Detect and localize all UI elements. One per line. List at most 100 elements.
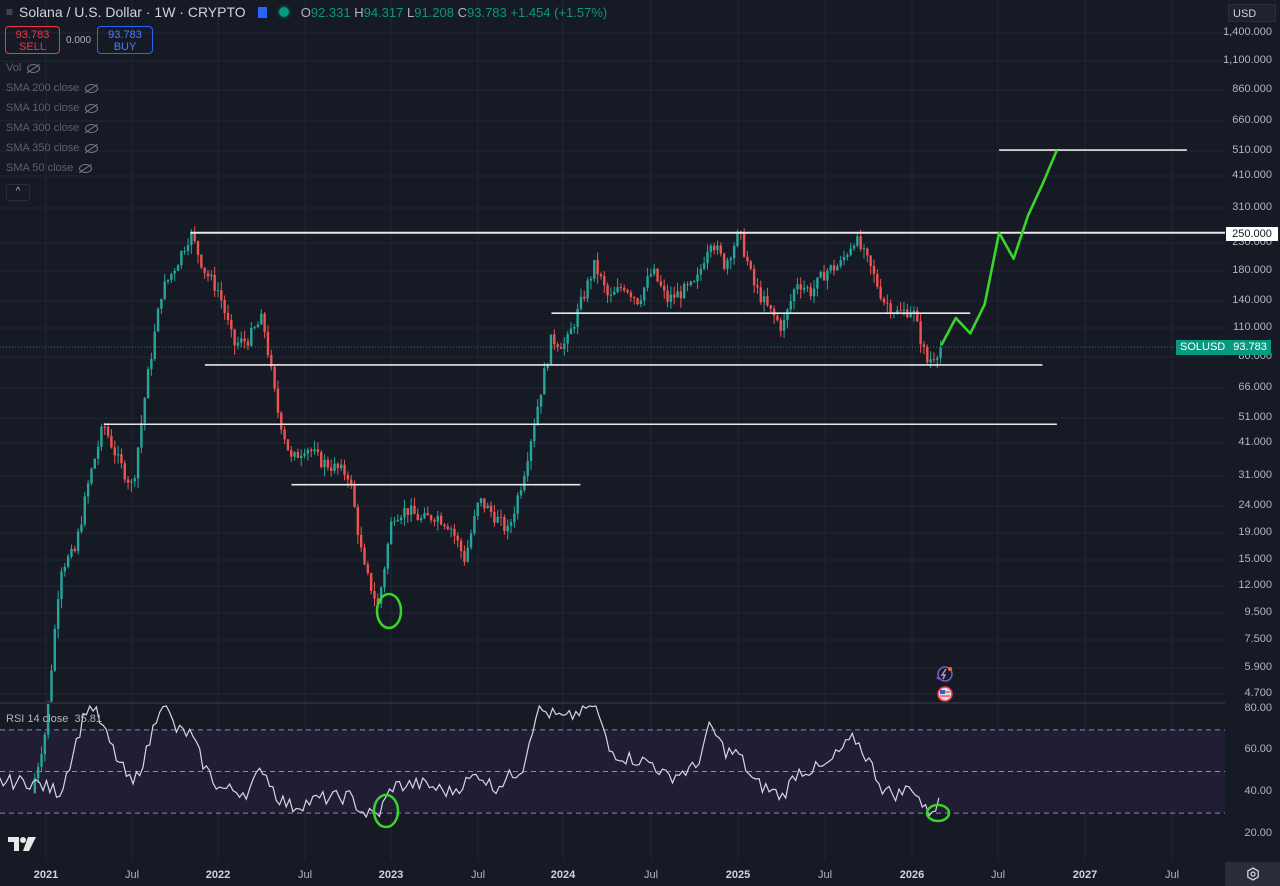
eye-hidden-icon[interactable]	[85, 143, 99, 153]
flag-icon[interactable]	[257, 6, 267, 18]
eye-hidden-icon[interactable]	[85, 103, 99, 113]
indicator-label: SMA 50 close	[6, 162, 74, 174]
market-status-icon[interactable]	[276, 5, 291, 19]
price-tick-label: 180.000	[1232, 264, 1272, 276]
price-tick-label: 310.000	[1232, 201, 1272, 213]
price-tick-label: 12.000	[1238, 579, 1272, 591]
price-tick-label: 860.000	[1232, 83, 1272, 95]
horizontal-level-lines[interactable]	[103, 149, 1225, 486]
time-tick-label: 2023	[378, 869, 404, 881]
price-axis-bg	[1225, 0, 1280, 886]
symbol-tag: SOLUSD	[1180, 341, 1226, 353]
tradingview-logo[interactable]	[8, 836, 36, 857]
rsi-line	[0, 704, 940, 819]
price-tick-label: 110.000	[1233, 321, 1272, 333]
close-value: 93.783	[467, 4, 507, 20]
sell-label: SELL	[19, 41, 46, 53]
rsi-tick-label: 80.00	[1244, 702, 1272, 714]
price-tick-label: 660.000	[1232, 114, 1272, 126]
indicator-sma-200[interactable]: SMA 200 close	[6, 82, 99, 94]
high-label: H	[354, 4, 364, 20]
sell-price: 93.783	[15, 29, 50, 41]
rsi-tick-label: 20.00	[1244, 827, 1272, 839]
price-tick-label: 4.700	[1244, 687, 1272, 699]
last-price-value: 93.783	[1233, 341, 1267, 353]
chevron-up-icon: ^	[15, 186, 21, 197]
low-label: L	[406, 4, 415, 20]
time-tick-label: Jul	[643, 869, 659, 881]
low-value: 91.208	[414, 4, 454, 20]
sell-button[interactable]: 93.783 SELL	[5, 26, 60, 54]
price-tick-label: 510.000	[1232, 144, 1272, 156]
time-tick-label: Jul	[990, 869, 1006, 881]
price-tick-label: 19.000	[1238, 526, 1272, 538]
collapse-legend-button[interactable]: ^	[6, 184, 30, 201]
bottom-highlight-ellipse[interactable]	[375, 592, 403, 630]
indicator-label: SMA 200 close	[6, 82, 80, 94]
projection-drawing[interactable]	[940, 149, 1059, 346]
indicator-sma-100[interactable]: SMA 100 close	[6, 102, 99, 114]
time-tick-label: 2022	[205, 869, 231, 881]
rsi-tick-label: 60.00	[1244, 743, 1272, 755]
time-tick-label: 2027	[1072, 869, 1098, 881]
lightning-event-icon[interactable]	[936, 666, 953, 682]
time-tick-label: Jul	[1164, 869, 1180, 881]
close-label: C	[457, 4, 467, 20]
time-tick-label: 2021	[33, 869, 59, 881]
symbol-title[interactable]: Solana / U.S. Dollar · 1W · CRYPTO	[19, 4, 246, 20]
ohlc-values: O92.331 H94.317 L91.208 C93.783 +1.454 (…	[301, 5, 608, 20]
time-tick-label: 2024	[550, 869, 576, 881]
symbol-legend: ≡ Solana / U.S. Dollar · 1W · CRYPTO O92…	[6, 4, 607, 20]
indicator-vol[interactable]: Vol	[6, 62, 41, 74]
us-flag-event-icon[interactable]	[937, 686, 953, 702]
time-tick-label: Jul	[817, 869, 833, 881]
indicator-label: Vol	[6, 62, 22, 74]
price-tick-label: 41.000	[1238, 436, 1272, 448]
indicator-label: SMA 100 close	[6, 102, 80, 114]
level-price-tag: 250.000	[1226, 227, 1278, 241]
time-tick-label: Jul	[297, 869, 313, 881]
price-tick-label: 15.000	[1238, 553, 1272, 565]
high-value: 94.317	[363, 4, 404, 20]
indicator-label: SMA 300 close	[6, 122, 80, 134]
buy-label: BUY	[113, 41, 137, 53]
open-value: 92.331	[310, 4, 351, 20]
gear-icon	[1246, 867, 1259, 881]
time-tick-label: Jul	[124, 869, 140, 881]
rsi-level-lines	[0, 729, 1225, 814]
currency-selector[interactable]: USD	[1228, 4, 1276, 22]
indicator-sma-50[interactable]: SMA 50 close	[6, 162, 93, 174]
time-tick-label: 2025	[725, 869, 751, 881]
price-tick-label: 9.500	[1244, 606, 1272, 618]
time-axis-bg	[0, 860, 1225, 886]
buy-price: 93.783	[108, 29, 142, 41]
eye-hidden-icon[interactable]	[79, 163, 93, 173]
price-tick-label: 1,100.000	[1223, 54, 1272, 66]
rsi-value: 35.81	[74, 713, 103, 725]
rsi-low-ellipse-2022[interactable]	[372, 793, 400, 829]
time-tick-label: Jul	[470, 869, 486, 881]
grid-lines	[0, 0, 1225, 860]
last-price-tag: SOLUSD 93.783	[1176, 340, 1271, 355]
price-tick-label: 31.000	[1238, 469, 1272, 481]
rsi-legend[interactable]: RSI 14 close 35.81	[6, 713, 102, 725]
indicator-sma-350[interactable]: SMA 350 close	[6, 142, 99, 154]
price-tick-label: 1,400.000	[1223, 26, 1272, 38]
eye-hidden-icon[interactable]	[27, 63, 41, 73]
price-tick-label: 7.500	[1244, 633, 1272, 645]
price-tick-label: 5.900	[1244, 661, 1272, 673]
indicator-sma-300[interactable]: SMA 300 close	[6, 122, 99, 134]
price-tick-label: 410.000	[1232, 169, 1272, 181]
settings-button[interactable]	[1225, 862, 1280, 886]
eye-hidden-icon[interactable]	[85, 83, 99, 93]
change-value: +1.454 (+1.57%)	[510, 4, 608, 20]
eye-hidden-icon[interactable]	[85, 123, 99, 133]
open-label: O	[300, 4, 311, 20]
buy-button[interactable]: 93.783 BUY	[97, 26, 153, 54]
event-markers[interactable]	[935, 665, 959, 710]
menu-icon[interactable]: ≡	[6, 5, 14, 19]
rsi-low-ellipse-2026[interactable]	[925, 803, 951, 823]
price-tick-label: 140.000	[1232, 294, 1272, 306]
price-tick-label: 66.000	[1238, 381, 1272, 393]
